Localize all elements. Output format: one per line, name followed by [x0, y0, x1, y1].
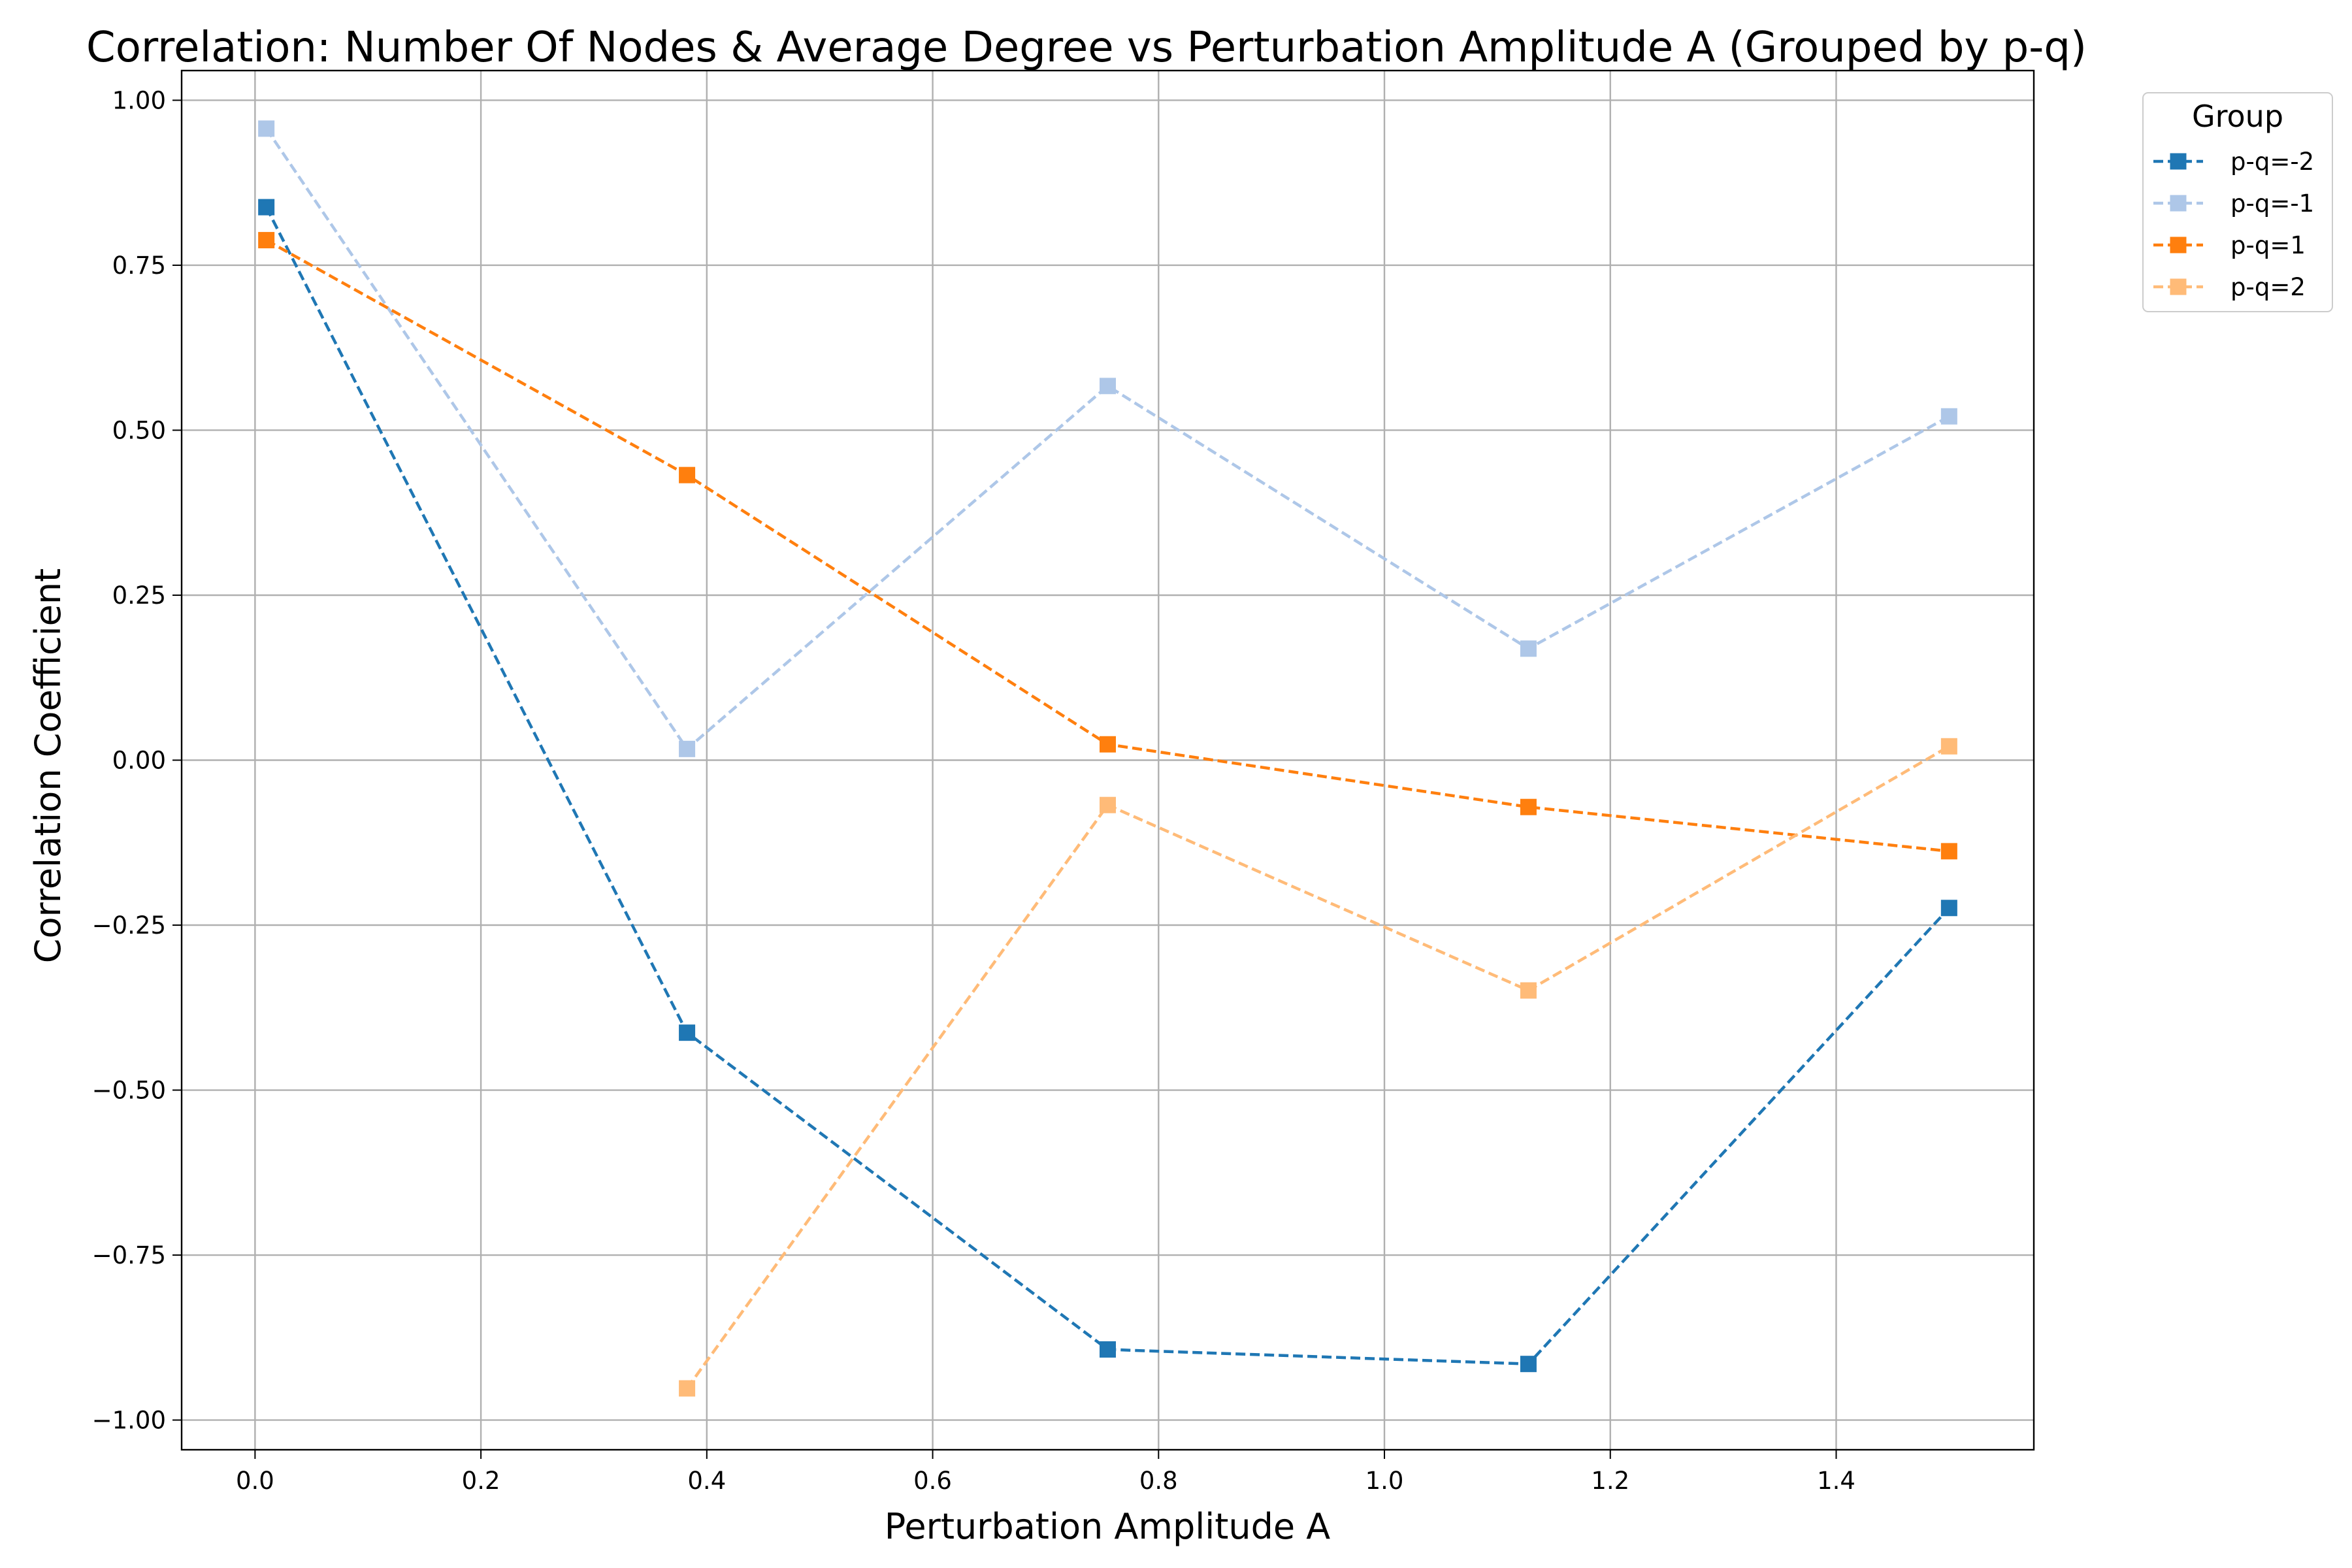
- series-3-point-3: [1940, 738, 1957, 755]
- series-2-point-0: [258, 232, 275, 249]
- y-tick-label-7: 0.75: [112, 252, 166, 280]
- axes: 0.0 0.2 0.4 0.6 0.8 1.0 1.2 1.4 −1.00 −0.75 −0.50 −…: [92, 69, 2035, 1495]
- y-tick-label-6: 0.50: [112, 416, 166, 444]
- chart-title: Correlation: Number Of Nodes & Average D…: [86, 24, 2087, 72]
- y-axis-label: Correlation Coefficient: [27, 568, 69, 963]
- legend-marker-0: [2170, 153, 2187, 170]
- series-1-point-3: [1520, 640, 1537, 657]
- x-tick-label-1: 0.2: [462, 1467, 500, 1495]
- series-1-point-0: [258, 120, 275, 137]
- legend: Group p-q=-2 p-q=-1 p-q=1 p-q=2: [2142, 92, 2333, 312]
- series-line-1: [265, 127, 1950, 751]
- series-0-point-1: [679, 1024, 696, 1041]
- series-line-3: [685, 745, 1950, 1390]
- plot-frame: [180, 69, 2035, 1451]
- x-tick-label-3: 0.6: [913, 1467, 952, 1495]
- legend-marker-2: [2170, 237, 2187, 253]
- series-3-point-2: [1520, 982, 1537, 999]
- x-tick-label-4: 0.8: [1139, 1467, 1178, 1495]
- series-3-point-0: [679, 1380, 696, 1397]
- series-0-point-0: [258, 199, 275, 216]
- grid: [182, 71, 2034, 1450]
- x-tick-label-2: 0.4: [687, 1467, 726, 1495]
- series-2-point-4: [1940, 843, 1957, 860]
- x-tick-label-0: 0.0: [236, 1467, 274, 1495]
- legend-marker-3: [2170, 278, 2187, 295]
- series-2-point-1: [679, 466, 696, 483]
- series-1-point-4: [1940, 408, 1957, 425]
- series-2-point-3: [1520, 798, 1537, 815]
- x-tick-label-6: 1.2: [1591, 1467, 1629, 1495]
- series-3-point-1: [1100, 796, 1116, 813]
- x-tick-label-7: 1.4: [1817, 1467, 1855, 1495]
- legend-label-1: p-q=-1: [2230, 189, 2314, 218]
- series-0-point-3: [1520, 1356, 1537, 1373]
- legend-label-0: p-q=-2: [2230, 148, 2314, 176]
- legend-items: p-q=-2 p-q=-1 p-q=1 p-q=2: [2153, 148, 2314, 301]
- legend-label-2: p-q=1: [2230, 231, 2306, 259]
- series-0-point-4: [1940, 900, 1957, 917]
- series-2-point-2: [1100, 736, 1116, 753]
- x-axis-label: Perturbation Amplitude A: [885, 1506, 1331, 1547]
- y-tick-label-4: 0.00: [112, 747, 166, 775]
- series-layer: [258, 120, 1957, 1397]
- series-1-point-2: [1100, 378, 1116, 395]
- legend-box: [2142, 92, 2333, 312]
- legend-label-3: p-q=2: [2230, 273, 2306, 301]
- y-tick-label-1: −0.75: [92, 1241, 166, 1269]
- y-tick-label-5: 0.25: [112, 581, 166, 610]
- y-tick-label-0: −1.00: [92, 1407, 166, 1435]
- x-tick-label-5: 1.0: [1365, 1467, 1404, 1495]
- legend-title: Group: [2192, 99, 2283, 134]
- series-0-point-2: [1100, 1341, 1116, 1358]
- legend-marker-1: [2170, 195, 2187, 212]
- y-tick-label-8: 1.00: [112, 86, 166, 114]
- series-1-point-1: [679, 740, 696, 757]
- y-tick-label-2: −0.50: [92, 1077, 166, 1105]
- y-tick-label-3: −0.25: [92, 911, 166, 939]
